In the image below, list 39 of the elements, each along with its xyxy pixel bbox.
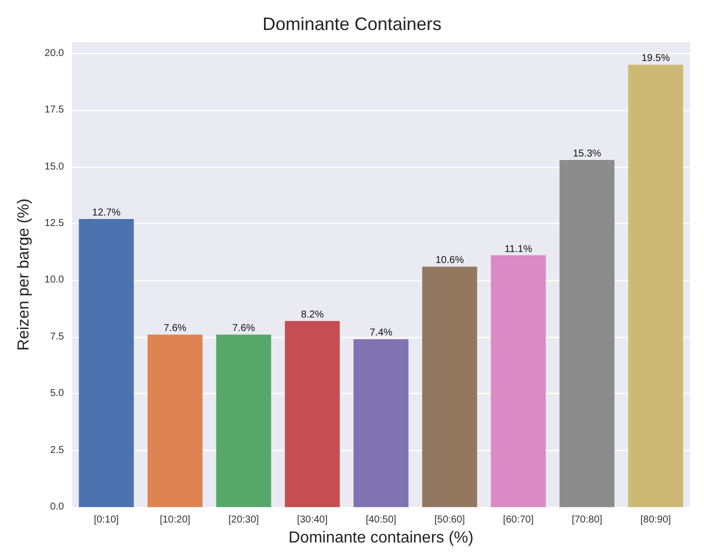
y-tick-label: 12.5 <box>44 218 64 229</box>
data-label: 15.3% <box>572 148 602 160</box>
y-tick-label: 17.5 <box>44 104 64 116</box>
bar <box>422 266 478 508</box>
y-tick-label: 5.0 <box>50 388 64 400</box>
x-tick-label: [50:60] <box>434 514 466 526</box>
data-label: 10.6% <box>435 255 464 266</box>
y-tick-label: 20.0 <box>44 48 64 59</box>
x-tick-label: [80:90] <box>640 514 672 526</box>
bar <box>354 339 408 508</box>
y-axis-title: Reizen per barge (%) <box>16 198 32 351</box>
x-tick-label: [40:50] <box>366 514 397 526</box>
y-tick-label: 0.0 <box>50 502 64 513</box>
x-tick-label: [70:80] <box>572 514 603 526</box>
y-tick-label: 2.5 <box>50 444 64 456</box>
x-axis-title: Dominante containers (%) <box>288 530 474 546</box>
bar <box>490 255 546 508</box>
data-label: 19.5% <box>641 53 670 64</box>
x-tick-label: [0:10] <box>94 514 120 526</box>
x-tick-label: [10:20] <box>160 514 191 526</box>
data-label: 11.1% <box>504 244 532 255</box>
x-tick-label: [20:30] <box>228 514 260 526</box>
data-label: 7.6% <box>164 323 187 334</box>
chart-title: Dominante Containers <box>262 14 442 34</box>
bar <box>628 64 684 508</box>
y-tick-label: 7.5 <box>50 331 64 342</box>
data-label: 12.7% <box>92 207 121 218</box>
bar <box>560 160 614 508</box>
bar <box>148 334 202 508</box>
x-tick-label: [30:40] <box>297 514 328 526</box>
bar <box>284 321 340 508</box>
y-tick-label: 10.0 <box>44 274 64 286</box>
y-tick-label: 15.0 <box>44 161 64 172</box>
bar <box>78 218 134 508</box>
data-label: 8.2% <box>300 310 324 321</box>
data-label: 7.4% <box>370 328 393 339</box>
bar <box>216 334 272 508</box>
x-tick-label: [60:70] <box>503 514 534 526</box>
data-label: 7.6% <box>232 323 256 334</box>
